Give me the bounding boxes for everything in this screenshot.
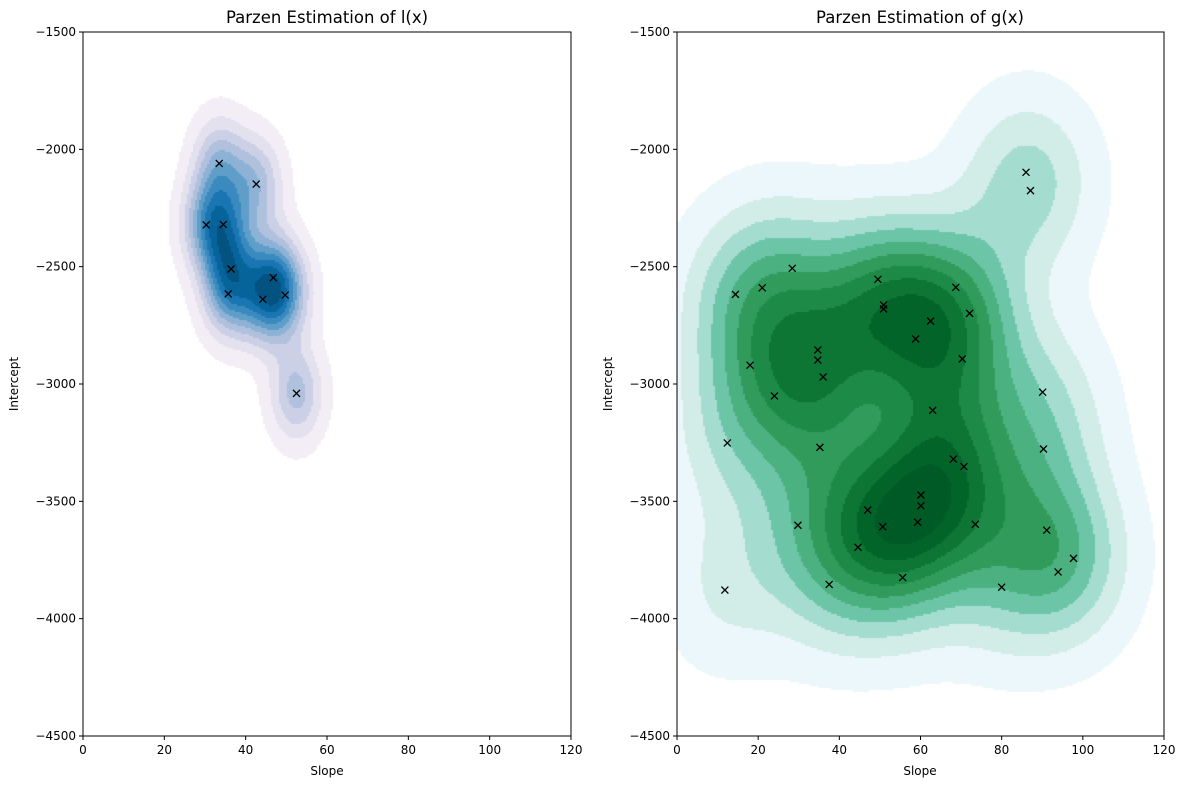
- data-point-marker: [951, 283, 960, 292]
- y-tick-label: −2000: [629, 142, 670, 156]
- data-point-marker: [793, 521, 802, 530]
- x-tick-label: 60: [913, 743, 928, 757]
- data-point-marker: [916, 501, 925, 510]
- data-point-marker: [746, 361, 755, 370]
- data-point-marker: [1069, 554, 1078, 563]
- x-tick-label: 0: [673, 743, 681, 757]
- y-tick-label: −3000: [35, 377, 76, 391]
- y-tick-label: −3000: [629, 377, 670, 391]
- data-point-marker: [269, 273, 278, 282]
- kde-density-fill-gx: [677, 32, 1164, 736]
- data-point-marker: [227, 265, 235, 273]
- data-point-marker: [1026, 186, 1035, 195]
- axis-ticks-gx: 0 20 40 60 80 100 120 −1500 −2000 −2500 −3000 −3500…: [629, 25, 1175, 757]
- data-point-marker: [1042, 526, 1051, 535]
- data-point-marker: [770, 392, 779, 400]
- data-point-marker: [1022, 168, 1030, 177]
- data-point-marker: [958, 354, 967, 363]
- data-point-marker: [873, 275, 882, 284]
- x-tick-label: 80: [401, 743, 416, 757]
- data-point-marker: [898, 573, 907, 582]
- x-tick-label: 100: [1071, 743, 1094, 757]
- data-point-marker: [825, 580, 834, 589]
- y-tick-label: −3500: [35, 494, 76, 508]
- y-tick-label: −4500: [629, 729, 670, 743]
- x-tick-label: 20: [157, 743, 172, 757]
- x-tick-label: 40: [832, 743, 847, 757]
- data-points-gx: [720, 168, 1078, 594]
- chart-title-lx: Parzen Estimation of l(x): [226, 8, 428, 27]
- chart-panel-gx: 0 20 40 60 80 100 120 −1500 −2000 −2500 −3000 −3500…: [594, 0, 1178, 787]
- data-point-marker: [252, 180, 261, 189]
- data-point-marker: [815, 443, 824, 452]
- data-point-marker: [913, 518, 922, 527]
- y-tick-label: −4500: [35, 729, 76, 743]
- data-point-marker: [224, 289, 233, 298]
- data-point-marker: [878, 522, 887, 531]
- plot-frame-gx: [676, 31, 1165, 737]
- chart-lx: 0 20 40 60 80 100 120 −1500 −2000 −2500 −3000 −3500…: [7, 8, 582, 778]
- data-point-marker: [997, 583, 1006, 592]
- data-point-marker: [863, 506, 872, 514]
- data-point-marker: [215, 159, 224, 168]
- y-tick-label: −1500: [629, 25, 670, 39]
- data-point-marker: [281, 291, 290, 300]
- y-tick-label: −2000: [35, 142, 76, 156]
- data-point-marker: [788, 264, 797, 273]
- x-axis-label-lx: Slope: [310, 764, 343, 778]
- y-tick-label: −4000: [629, 612, 670, 626]
- data-point-marker: [926, 317, 935, 326]
- data-point-marker: [854, 543, 862, 552]
- y-tick-label: −4000: [35, 612, 76, 626]
- y-axis-label-gx: Intercept: [601, 357, 615, 412]
- x-tick-label: 40: [238, 743, 253, 757]
- x-tick-label: 20: [751, 743, 766, 757]
- data-point-marker: [1039, 445, 1048, 453]
- y-tick-label: −2500: [629, 260, 670, 274]
- x-tick-label: 0: [79, 743, 87, 757]
- y-tick-label: −1500: [35, 25, 76, 39]
- data-point-marker: [1054, 568, 1063, 576]
- data-point-marker: [720, 586, 729, 594]
- kde-density-fill-lx: [83, 32, 571, 736]
- x-tick-label: 120: [1153, 743, 1176, 757]
- data-point-marker: [959, 462, 968, 471]
- x-tick-label: 80: [994, 743, 1009, 757]
- data-point-marker: [292, 389, 301, 398]
- data-point-marker: [813, 346, 822, 354]
- data-point-marker: [758, 283, 767, 292]
- data-point-marker: [731, 290, 740, 299]
- data-points-lx: [202, 159, 301, 398]
- data-point-marker: [202, 220, 211, 229]
- data-point-marker: [928, 406, 937, 415]
- x-tick-label: 100: [478, 743, 501, 757]
- plot-frame-lx: [82, 31, 572, 737]
- y-tick-label: −3500: [629, 494, 670, 508]
- chart-title-gx: Parzen Estimation of g(x): [816, 8, 1024, 27]
- x-tick-label: 120: [560, 743, 583, 757]
- x-tick-label: 60: [319, 743, 334, 757]
- data-point-marker: [1038, 388, 1047, 397]
- chart-panel-lx: 0 20 40 60 80 100 120 −1500 −2000 −2500 −3000 −3500…: [7, 8, 582, 778]
- data-point-marker: [879, 304, 888, 313]
- data-point-marker: [971, 520, 980, 529]
- data-point-marker: [723, 438, 732, 447]
- axis-ticks-lx: 0 20 40 60 80 100 120 −1500 −2000 −2500 −3000 −3500…: [35, 25, 582, 757]
- y-tick-label: −2500: [35, 260, 76, 274]
- data-point-marker: [916, 491, 925, 499]
- data-point-marker: [219, 220, 228, 229]
- y-axis-label-lx: Intercept: [7, 357, 21, 412]
- data-point-marker: [911, 334, 920, 343]
- data-point-marker: [949, 455, 958, 464]
- x-axis-label-gx: Slope: [903, 764, 936, 778]
- chart-gx: 0 20 40 60 80 100 120 −1500 −2000 −2500 −3000 −3500…: [601, 8, 1175, 778]
- data-point-marker: [258, 295, 267, 304]
- data-point-marker: [819, 373, 828, 381]
- data-point-marker: [965, 309, 974, 318]
- data-point-marker: [813, 356, 822, 365]
